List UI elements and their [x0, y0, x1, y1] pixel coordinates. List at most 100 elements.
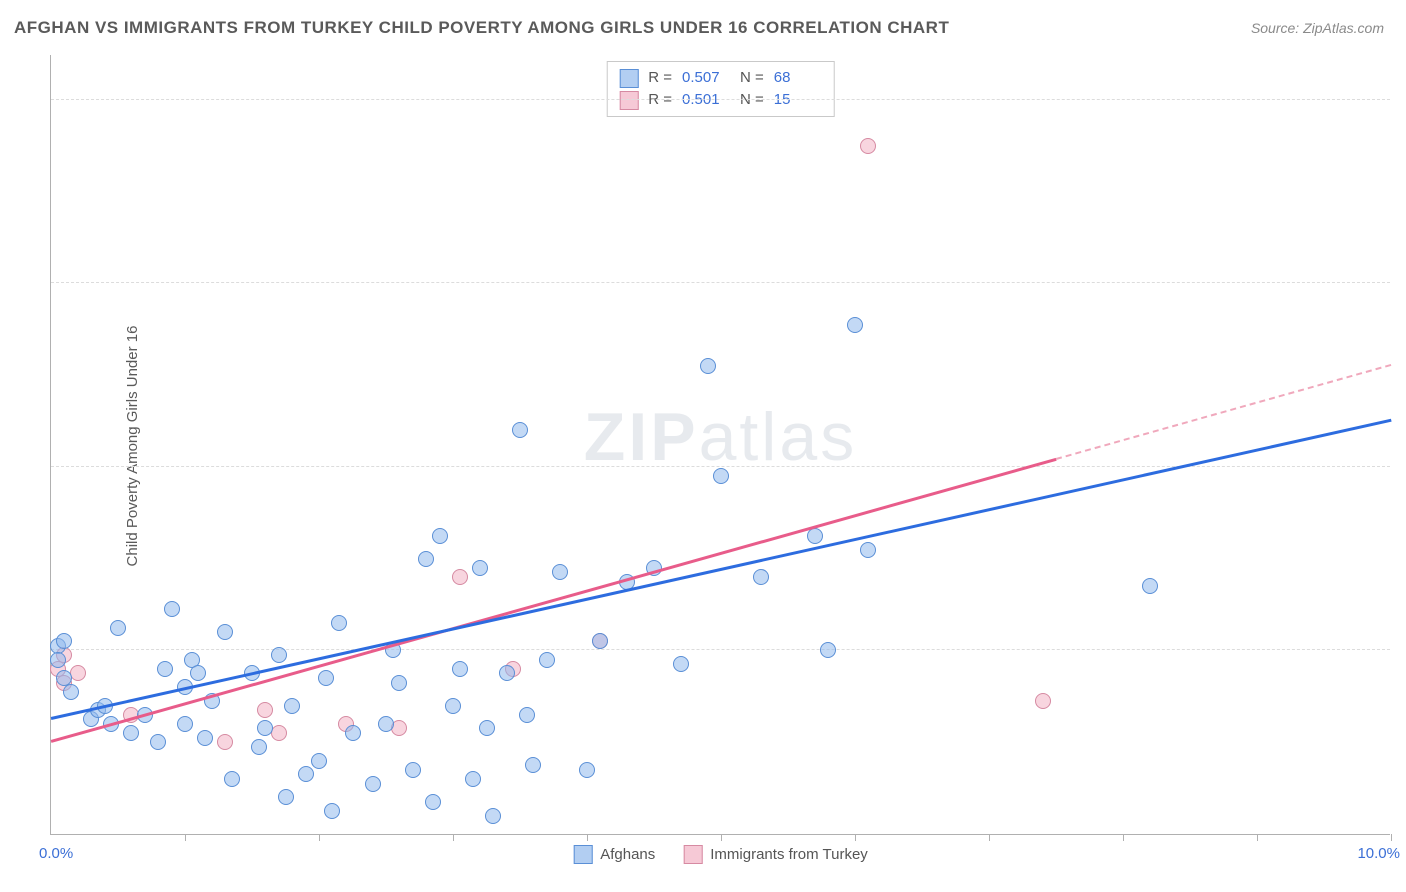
legend-swatch-a	[573, 845, 592, 864]
legend-row: R = 0.507 N = 68	[619, 67, 822, 89]
scatter-point-afghan	[700, 358, 716, 374]
scatter-point-afghan	[271, 647, 287, 663]
legend-swatch-b	[683, 845, 702, 864]
scatter-point-afghan	[713, 468, 729, 484]
scatter-point-afghan	[311, 753, 327, 769]
x-tick	[989, 834, 990, 841]
scatter-point-afghan	[860, 542, 876, 558]
scatter-point-afghan	[257, 720, 273, 736]
watermark-bold: ZIP	[584, 399, 699, 475]
gridline	[51, 99, 1390, 100]
scatter-point-afghan	[432, 528, 448, 544]
scatter-point-afghan	[452, 661, 468, 677]
scatter-point-afghan	[278, 789, 294, 805]
x-tick	[319, 834, 320, 841]
scatter-point-afghan	[298, 766, 314, 782]
watermark-light: atlas	[699, 399, 858, 475]
scatter-point-turkey	[257, 702, 273, 718]
x-tick	[1123, 834, 1124, 841]
x-tick	[453, 834, 454, 841]
source-label: Source: ZipAtlas.com	[1251, 20, 1384, 36]
trendline-turkey-dash	[1056, 364, 1392, 460]
y-tick-label: 80.0%	[1400, 74, 1406, 91]
scatter-plot: ZIPatlas R = 0.507 N = 68 R = 0.501 N = …	[50, 55, 1390, 835]
scatter-point-afghan	[123, 725, 139, 741]
chart-title: AFGHAN VS IMMIGRANTS FROM TURKEY CHILD P…	[14, 18, 949, 38]
scatter-point-afghan	[63, 684, 79, 700]
watermark: ZIPatlas	[584, 398, 857, 476]
scatter-point-afghan	[318, 670, 334, 686]
correlation-legend: R = 0.507 N = 68 R = 0.501 N = 15	[606, 61, 835, 117]
scatter-point-turkey	[1035, 693, 1051, 709]
scatter-point-afghan	[479, 720, 495, 736]
gridline	[51, 649, 1390, 650]
scatter-point-afghan	[425, 794, 441, 810]
legend-r-value: 0.507	[682, 67, 730, 89]
scatter-point-turkey	[217, 734, 233, 750]
scatter-point-afghan	[673, 656, 689, 672]
x-tick	[185, 834, 186, 841]
y-tick-label: 40.0%	[1400, 441, 1406, 458]
scatter-point-afghan	[224, 771, 240, 787]
scatter-point-afghan	[157, 661, 173, 677]
scatter-point-afghan	[445, 698, 461, 714]
scatter-point-afghan	[378, 716, 394, 732]
scatter-point-afghan	[197, 730, 213, 746]
scatter-point-afghan	[847, 317, 863, 333]
legend-label: Afghans	[600, 846, 655, 863]
scatter-point-afghan	[391, 675, 407, 691]
scatter-point-afghan	[1142, 578, 1158, 594]
y-tick-label: 20.0%	[1400, 625, 1406, 642]
legend-r-label: R =	[648, 89, 672, 111]
scatter-point-afghan	[365, 776, 381, 792]
scatter-point-afghan	[217, 624, 233, 640]
scatter-point-afghan	[177, 716, 193, 732]
scatter-point-afghan	[251, 739, 267, 755]
x-tick	[855, 834, 856, 841]
series-legend: Afghans Immigrants from Turkey	[573, 845, 868, 864]
scatter-point-afghan	[405, 762, 421, 778]
legend-r-label: R =	[648, 67, 672, 89]
scatter-point-afghan	[56, 633, 72, 649]
x-axis-min-label: 0.0%	[39, 845, 73, 862]
legend-n-value: 68	[774, 67, 822, 89]
scatter-point-afghan	[50, 652, 66, 668]
legend-swatch-a	[619, 69, 638, 88]
legend-item: Afghans	[573, 845, 655, 864]
scatter-point-afghan	[499, 665, 515, 681]
x-tick	[721, 834, 722, 841]
x-axis-max-label: 10.0%	[1357, 845, 1400, 862]
scatter-point-afghan	[472, 560, 488, 576]
scatter-point-afghan	[485, 808, 501, 824]
scatter-point-afghan	[579, 762, 595, 778]
scatter-point-afghan	[552, 564, 568, 580]
legend-n-label: N =	[740, 89, 764, 111]
x-tick	[1391, 834, 1392, 841]
scatter-point-afghan	[331, 615, 347, 631]
x-tick	[587, 834, 588, 841]
legend-n-label: N =	[740, 67, 764, 89]
y-tick-label: 60.0%	[1400, 258, 1406, 275]
scatter-point-afghan	[110, 620, 126, 636]
scatter-point-afghan	[753, 569, 769, 585]
scatter-point-afghan	[525, 757, 541, 773]
scatter-point-afghan	[164, 601, 180, 617]
legend-n-value: 15	[774, 89, 822, 111]
scatter-point-afghan	[592, 633, 608, 649]
legend-swatch-b	[619, 91, 638, 110]
scatter-point-afghan	[820, 642, 836, 658]
scatter-point-afghan	[284, 698, 300, 714]
scatter-point-afghan	[190, 665, 206, 681]
legend-row: R = 0.501 N = 15	[619, 89, 822, 111]
scatter-point-afghan	[345, 725, 361, 741]
scatter-point-afghan	[418, 551, 434, 567]
trendline-turkey	[51, 458, 1057, 743]
x-tick	[1257, 834, 1258, 841]
scatter-point-afghan	[465, 771, 481, 787]
trendline-afghan	[51, 419, 1392, 720]
gridline	[51, 282, 1390, 283]
legend-item: Immigrants from Turkey	[683, 845, 868, 864]
scatter-point-turkey	[860, 138, 876, 154]
scatter-point-afghan	[150, 734, 166, 750]
scatter-point-afghan	[512, 422, 528, 438]
